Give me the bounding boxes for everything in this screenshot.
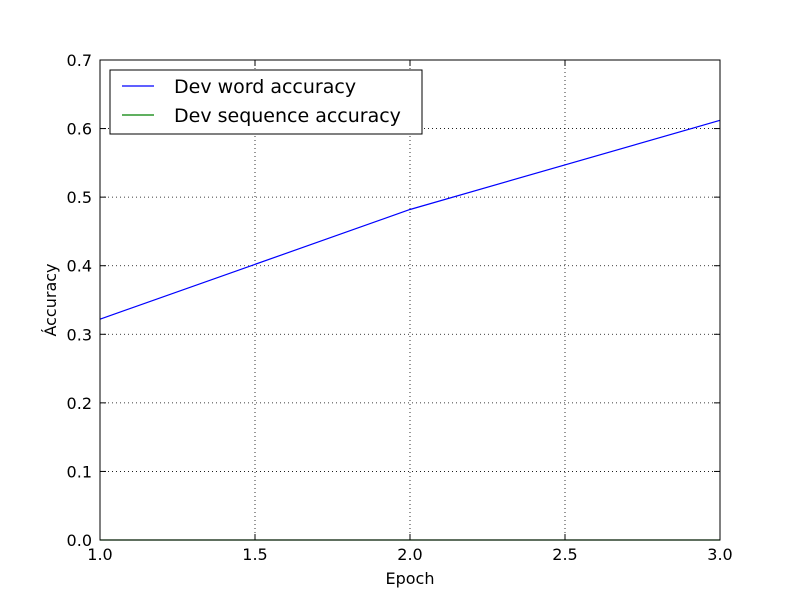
y-tick-label: 0.2 — [67, 394, 92, 413]
legend: Dev word accuracy Dev sequence accuracy — [109, 69, 423, 135]
x-axis-label: Epoch — [386, 569, 435, 588]
x-tick-label: 1.0 — [87, 545, 112, 564]
y-tick-label: 0.5 — [67, 188, 92, 207]
y-tick-label: 0.4 — [67, 257, 92, 276]
x-tick-label: 2.0 — [397, 545, 422, 564]
y-tick-label: 0.7 — [67, 51, 92, 70]
y-axis-label: Áccuracy — [41, 263, 60, 336]
x-tick-label: 3.0 — [707, 545, 732, 564]
axis-ticks: 1.0 1.5 2.0 2.5 3.0 0.0 0.1 0.2 0.3 0.4 0.5 0.6 0.7 — [67, 51, 733, 564]
x-tick-label: 1.5 — [242, 545, 267, 564]
y-tick-label: 0.6 — [67, 120, 92, 139]
legend-box — [109, 69, 423, 135]
y-tick-label: 0.3 — [67, 325, 92, 344]
legend-label-word-accuracy: Dev word accuracy — [174, 76, 356, 98]
legend-label-sequence-accuracy: Dev sequence accuracy — [174, 105, 401, 127]
y-tick-label: 0.0 — [67, 531, 92, 550]
y-tick-label: 0.1 — [67, 462, 92, 481]
grid — [100, 60, 720, 540]
x-tick-label: 2.5 — [552, 545, 577, 564]
series-line-word-accuracy — [99, 119, 721, 320]
